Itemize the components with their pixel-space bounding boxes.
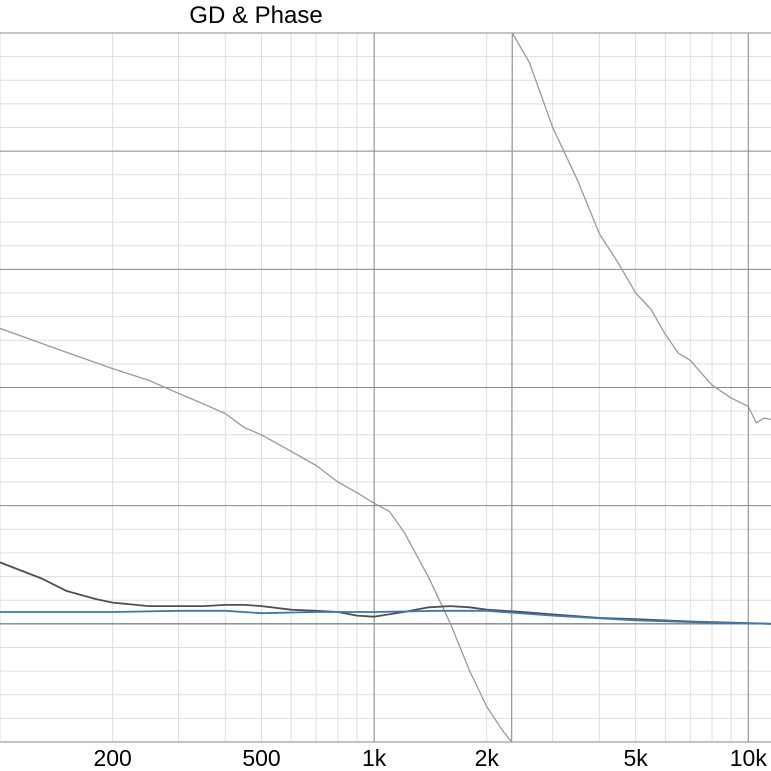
x-tick-label: 200 bbox=[93, 745, 131, 771]
x-tick-label: 1k bbox=[362, 745, 387, 771]
x-tick-label: 10k bbox=[730, 745, 768, 771]
chart-title: GD & Phase bbox=[189, 2, 323, 29]
x-tick-label: 5k bbox=[624, 745, 649, 771]
series-line-3 bbox=[0, 609, 771, 625]
x-tick-label: 2k bbox=[475, 745, 500, 771]
x-tick-label: 500 bbox=[242, 745, 280, 771]
series-line-2 bbox=[0, 561, 771, 625]
series-line-1 bbox=[0, 32, 771, 743]
